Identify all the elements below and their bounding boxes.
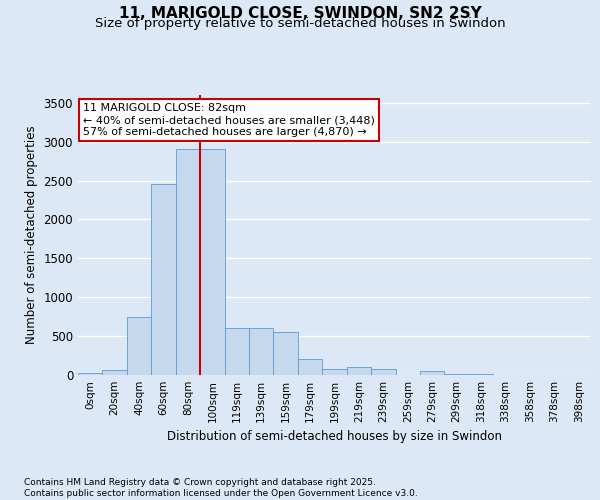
Bar xyxy=(200,150,224,375)
Bar xyxy=(151,184,176,375)
Bar xyxy=(420,371,445,375)
Bar xyxy=(176,150,200,375)
Bar xyxy=(445,374,469,375)
X-axis label: Distribution of semi-detached houses by size in Swindon: Distribution of semi-detached houses by … xyxy=(167,430,502,444)
Bar xyxy=(274,332,298,375)
Bar xyxy=(371,369,395,375)
Text: 11 MARIGOLD CLOSE: 82sqm
← 40% of semi-detached houses are smaller (3,448)
57% o: 11 MARIGOLD CLOSE: 82sqm ← 40% of semi-d… xyxy=(83,104,375,136)
Bar xyxy=(347,367,371,375)
Bar xyxy=(78,374,103,375)
Bar xyxy=(224,328,249,375)
Bar xyxy=(103,370,127,375)
Bar xyxy=(127,316,151,375)
Text: 11, MARIGOLD CLOSE, SWINDON, SN2 2SY: 11, MARIGOLD CLOSE, SWINDON, SN2 2SY xyxy=(119,6,481,20)
Y-axis label: Number of semi-detached properties: Number of semi-detached properties xyxy=(25,126,38,344)
Text: Contains HM Land Registry data © Crown copyright and database right 2025.
Contai: Contains HM Land Registry data © Crown c… xyxy=(24,478,418,498)
Bar xyxy=(469,374,493,375)
Bar xyxy=(322,369,347,375)
Bar xyxy=(249,328,274,375)
Bar xyxy=(298,360,322,375)
Text: Size of property relative to semi-detached houses in Swindon: Size of property relative to semi-detach… xyxy=(95,18,505,30)
